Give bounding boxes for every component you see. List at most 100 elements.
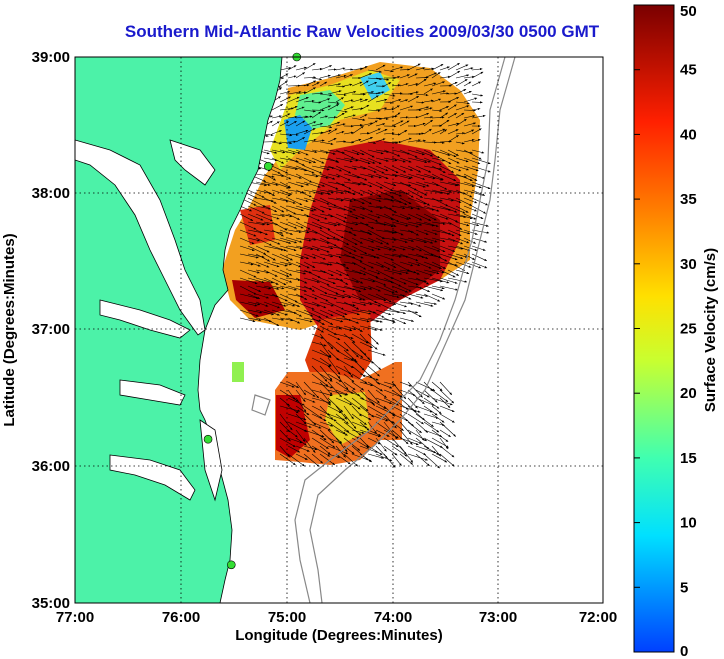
velocity-region-blue [284,115,312,150]
velocity-arrow [439,405,455,412]
velocity-arrow [407,63,421,71]
velocity-arrow [343,277,359,283]
velocity-arrow [415,165,432,173]
velocity-arrow [455,205,469,213]
velocity-arrow [279,197,296,204]
velocity-arrow [295,293,308,300]
velocity-arrow [351,117,366,121]
velocity-arrow [415,76,429,79]
velocity-arrow [447,221,463,230]
velocity-arrow [343,309,360,316]
velocity-arrow [399,68,410,71]
velocity-arrow [399,197,412,205]
velocity-arrow [447,213,467,219]
velocity-arrow [319,74,331,79]
velocity-arrow [295,197,309,202]
velocity-arrow [399,277,419,286]
velocity-arrow [351,149,365,156]
velocity-arrow [319,445,331,455]
y-tick-label: 38:00 [32,185,70,202]
velocity-arrow [383,261,397,268]
velocity-arrow [383,221,397,227]
velocity-arrow [351,413,367,426]
velocity-arrow [423,165,442,171]
velocity-arrow [383,453,396,468]
velocity-arrow [431,237,446,243]
velocity-arrow [423,157,442,166]
velocity-arrow [423,213,437,221]
velocity-arrow [303,253,317,259]
velocity-arrow [383,301,397,306]
velocity-arrow [471,221,489,227]
velocity-arrow [447,165,462,172]
velocity-arrow [279,317,294,322]
x-tick-label: 73:00 [479,609,517,626]
velocity-arrow [335,213,348,219]
velocity-arrow [383,149,401,157]
velocity-arrow [303,317,322,322]
velocity-arrow [319,213,334,218]
velocity-arrow [359,277,376,283]
velocity-arrow [263,277,279,285]
velocity-arrow [271,309,288,316]
velocity-arrow [311,309,329,318]
velocity-arrow [391,181,412,187]
velocity-arrow [335,109,348,113]
velocity-arrow [383,293,400,299]
velocity-arrow [359,98,368,103]
velocity-arrow [455,197,473,207]
velocity-arrow [439,277,458,284]
velocity-arrow [447,112,457,119]
velocity-arrow [423,405,438,416]
colorbar-tick-label: 40 [680,126,697,143]
velocity-arrow [311,131,324,135]
station-marker [263,161,273,171]
velocity-arrow [295,84,310,87]
velocity-arrow [279,413,293,431]
velocity-arrow [383,277,402,287]
velocity-arrow [447,70,461,79]
velocity-cell-isolated [232,362,244,382]
velocity-arrow [319,237,337,247]
velocity-arrow [319,373,333,382]
velocity-arrow [423,437,443,449]
velocity-arrow [255,181,271,186]
velocity-arrow [399,381,412,387]
velocity-arrow [319,333,334,350]
plot-frame [74,56,604,604]
velocity-arrow [319,413,337,422]
velocity-arrow [471,205,487,214]
velocity-arrow [423,445,440,456]
velocity-arrow [359,165,377,173]
velocity-arrow [375,91,385,95]
velocity-arrow [367,229,385,240]
velocity-arrow [399,397,417,413]
velocity-arrow [463,245,478,251]
velocity-arrow [463,237,477,244]
velocity-arrow [295,277,308,284]
velocity-arrow [359,437,369,448]
velocity-arrow [295,149,309,156]
velocity-arrow [391,149,410,155]
velocity-arrow [327,445,349,455]
velocity-arrow [391,389,403,398]
velocity-arrow [367,81,378,87]
y-tick-label: 35:00 [32,595,70,612]
colorbar-label: Surface Velocity (cm/s) [702,248,719,412]
velocity-arrow [471,128,482,135]
velocity-arrow [455,141,465,145]
y-tick-label: 36:00 [32,458,70,475]
velocity-arrow [327,83,341,87]
velocity-arrow [295,421,312,428]
velocity-arrow [303,205,317,211]
velocity-arrow [415,437,430,450]
velocity-arrow [455,253,468,258]
velocity-arrow [319,93,333,97]
velocity-arrow [239,245,255,252]
velocity-arrow [303,381,320,399]
velocity-arrow [415,173,436,180]
velocity-arrow [415,301,434,307]
velocity-arrow [399,453,414,465]
velocity-arrow [327,373,342,383]
velocity-arrow [367,309,385,318]
